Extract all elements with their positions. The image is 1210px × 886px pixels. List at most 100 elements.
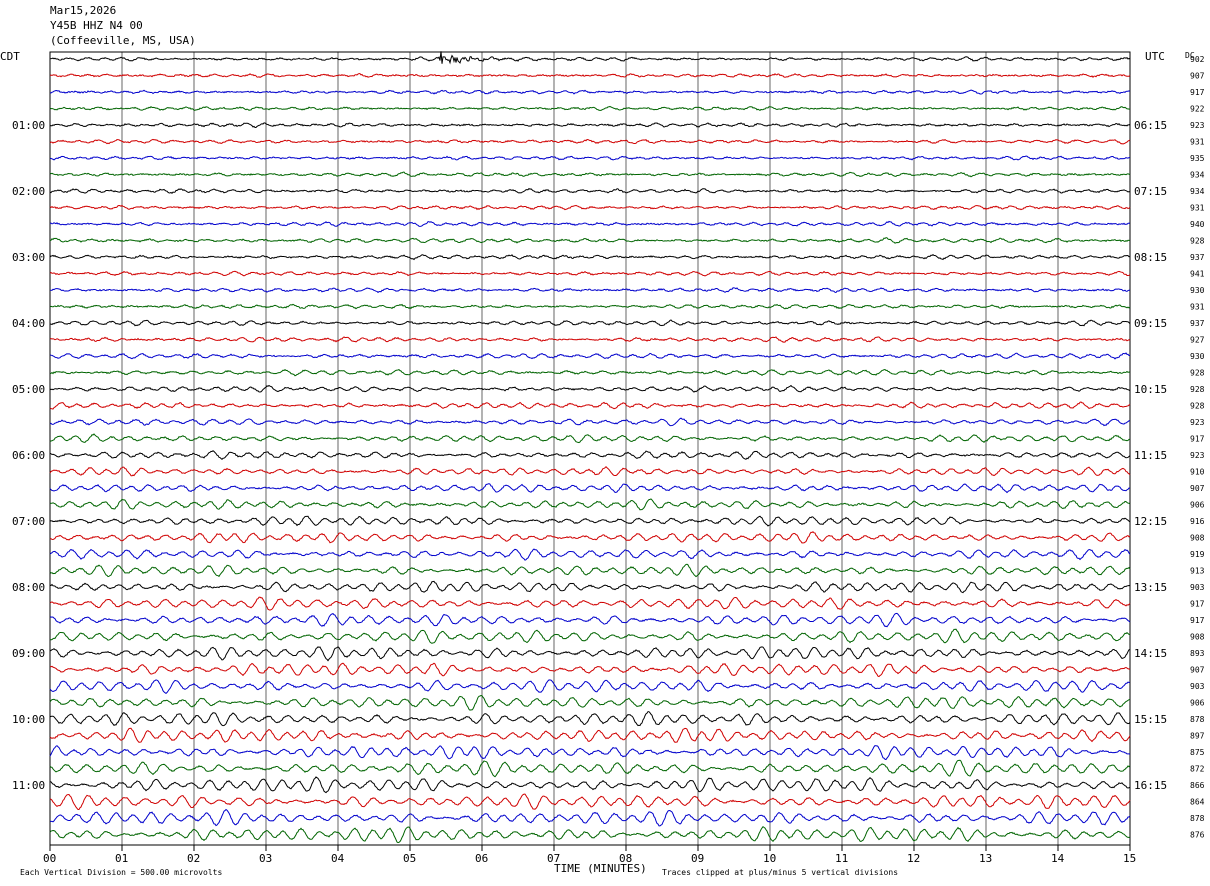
dc-value-label: 903 [1190,583,1205,592]
seismic-trace [49,319,1131,327]
dc-value-label: 864 [1190,798,1205,807]
cdt-hour-label: 11:00 [12,779,45,792]
dc-value-label: 928 [1190,237,1205,246]
seismic-trace [49,759,1131,778]
dc-value-label: 897 [1190,732,1205,741]
utc-hour-label: 11:15 [1134,449,1167,462]
dc-value-label: 937 [1190,319,1205,328]
cdt-hour-label: 07:00 [12,515,45,528]
dc-value-label: 907 [1190,666,1205,675]
utc-hour-label: 07:15 [1134,185,1167,198]
x-tick-label: 10 [763,852,776,865]
dc-value-label: 931 [1190,138,1205,147]
dc-value-label: 940 [1190,220,1205,229]
dc-value-label: 922 [1190,105,1205,114]
seismic-trace [49,628,1131,644]
dc-value-label: 908 [1190,633,1205,642]
seismic-trace [49,105,1131,111]
cdt-hour-label: 02:00 [12,185,45,198]
cdt-axis-label: CDT [0,50,20,63]
dc-value-label: 928 [1190,385,1205,394]
seismic-trace [49,695,1131,711]
x-tick-label: 07 [547,852,560,865]
x-tick-label: 11 [835,852,848,865]
cdt-hour-label: 01:00 [12,119,45,132]
x-axis-label: TIME (MINUTES) [554,862,647,875]
seismic-trace [49,679,1131,695]
dc-value-label: 927 [1190,336,1205,345]
utc-hour-label: 16:15 [1134,779,1167,792]
footer-scale-note: Each Vertical Division = 500.00 microvol… [20,868,222,877]
dc-value-label: 907 [1190,72,1205,81]
seismic-trace [49,646,1131,662]
seismic-trace [49,336,1131,343]
seismic-trace [49,711,1131,727]
dc-value-label: 934 [1190,171,1205,180]
seismic-trace [49,401,1131,410]
dc-axis-label: DC [1185,51,1195,60]
x-tick-label: 02 [187,852,200,865]
dc-value-label: 930 [1190,286,1205,295]
dc-value-label: 919 [1190,550,1205,559]
seismic-trace [49,171,1131,178]
header-station: Y45B HHZ N4 00 [50,19,143,32]
grid-lines [49,52,1131,851]
x-tick-label: 14 [1051,852,1065,865]
x-tick-label: 08 [619,852,632,865]
cdt-hour-label: 04:00 [12,317,45,330]
cdt-hour-label: 08:00 [12,581,45,594]
seismic-trace [49,73,1131,78]
x-tick-label: 04 [331,852,345,865]
cdt-hour-label: 09:00 [12,647,45,660]
x-tick-label: 05 [403,852,416,865]
dc-value-label: 902 [1190,55,1205,64]
dc-value-label: 931 [1190,303,1205,312]
cdt-hour-label: 03:00 [12,251,45,264]
seismic-trace [49,483,1131,494]
seismic-trace [49,515,1131,527]
seismic-trace [49,466,1131,477]
dc-value-label: 906 [1190,501,1205,510]
seismic-trace [49,450,1131,460]
utc-hour-label: 10:15 [1134,383,1167,396]
dc-value-label: 928 [1190,402,1205,411]
x-tick-label: 01 [115,852,128,865]
seismic-trace [49,531,1131,544]
seismic-trace [49,433,1130,444]
dc-value-label: 906 [1190,699,1205,708]
dc-value-label: 878 [1190,814,1205,823]
seismic-trace [49,155,1131,161]
dc-value-label: 875 [1190,748,1205,757]
seismic-trace [49,727,1131,743]
seismic-trace [49,498,1131,511]
seismic-trace [49,548,1131,561]
dc-value-label: 893 [1190,649,1205,658]
x-tick-label: 06 [475,852,488,865]
dc-value-label: 916 [1190,517,1205,526]
seismic-trace [49,662,1131,678]
utc-hour-label: 08:15 [1134,251,1167,264]
seismic-trace [49,122,1131,128]
dc-value-label: 903 [1190,682,1205,691]
dc-value-label: 923 [1190,418,1205,427]
seismic-trace [49,89,1131,95]
dc-value-label: 935 [1190,154,1205,163]
seismic-trace [49,303,1131,310]
seismic-trace [49,826,1131,844]
dc-value-label: 913 [1190,567,1205,576]
dc-value-label: 876 [1190,831,1205,840]
seismic-trace [49,270,1131,277]
dc-value-label: 934 [1190,187,1205,196]
x-tick-label: 03 [259,852,272,865]
seismic-trace [49,793,1131,811]
seismic-trace [49,138,1131,145]
seismic-trace [49,384,1131,393]
seismic-trace [49,563,1131,578]
seismic-trace [49,776,1131,794]
utc-hour-label: 15:15 [1134,713,1167,726]
x-tick-label: 09 [691,852,704,865]
dc-value-label: 917 [1190,616,1205,625]
dc-value-label: 917 [1190,88,1205,97]
x-tick-label: 15 [1123,852,1136,865]
